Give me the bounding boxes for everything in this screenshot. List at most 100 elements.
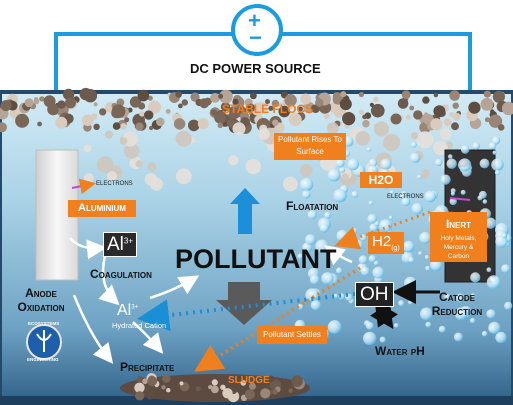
floc-particle <box>258 128 270 140</box>
pollutant-rises-box: Pollutant Rises To Surface <box>274 133 346 160</box>
gas-bubble <box>307 210 317 220</box>
gas-bubble <box>494 170 500 176</box>
al3-charge: 3+ <box>123 236 134 246</box>
floc-particle <box>443 118 452 126</box>
gas-bubble <box>424 255 430 260</box>
al3-symbol: Al <box>107 234 124 255</box>
gas-bubble <box>300 178 314 192</box>
gas-bubble <box>360 266 370 276</box>
floc-particle <box>422 96 430 104</box>
gas-bubble <box>454 307 468 321</box>
floc-particle <box>120 123 127 130</box>
stable-flocs-label: STABLE FLOCS <box>222 102 314 116</box>
catode-reduction-label: Catode Reduction <box>431 290 483 318</box>
floc-particle <box>268 105 274 111</box>
floc-particle <box>83 144 92 153</box>
floc-particle <box>405 115 411 120</box>
h2-state: (g) <box>391 245 400 253</box>
floc-particle <box>135 122 144 131</box>
floc-particle <box>449 112 455 118</box>
sludge-particle <box>135 391 145 401</box>
floc-particle <box>362 119 370 128</box>
gas-bubble <box>456 293 465 303</box>
gas-bubble <box>310 300 321 311</box>
logo-bottom-text: ENGINEERING <box>27 357 59 362</box>
gas-bubble <box>470 272 481 283</box>
floc-particle <box>147 162 157 172</box>
gas-bubble <box>440 174 451 185</box>
gas-bubble <box>305 288 320 303</box>
h2-symbol: H2 <box>372 233 392 250</box>
floc-particle <box>362 114 367 120</box>
gas-bubble <box>453 332 463 342</box>
gas-bubble <box>302 190 311 199</box>
gas-bubble <box>460 145 470 154</box>
gas-bubble <box>491 158 504 172</box>
gas-bubble <box>495 331 507 344</box>
gas-bubble <box>358 255 368 265</box>
floc-particle <box>232 122 246 136</box>
floc-particle <box>138 102 146 110</box>
floc-particle <box>358 109 364 115</box>
floc-particle <box>199 98 210 109</box>
sludge-particle <box>211 379 218 386</box>
floc-particle <box>246 103 255 113</box>
gas-bubble <box>479 158 490 169</box>
downward-arrow-icon <box>216 282 272 325</box>
ecosystems-logo-icon <box>26 324 62 360</box>
floc-particle <box>123 143 140 159</box>
floc-particle <box>411 132 419 140</box>
gas-bubble <box>444 293 451 300</box>
gas-bubble <box>389 190 394 195</box>
floc-particle <box>413 110 423 120</box>
floc-particle <box>175 130 192 147</box>
floc-particle <box>416 131 434 149</box>
gas-bubble <box>501 264 510 273</box>
floc-particle <box>112 122 121 130</box>
sludge-particle <box>161 385 166 390</box>
sludge-particle <box>211 385 219 394</box>
electrons-left-label: ELECTRONS <box>96 181 133 187</box>
floc-particle <box>175 91 182 98</box>
floc-particle <box>323 113 330 120</box>
floc-particle <box>452 102 459 109</box>
floc-particle <box>265 99 270 105</box>
gas-bubble <box>305 234 316 245</box>
floc-particle <box>232 98 239 105</box>
floc-particle <box>210 93 220 103</box>
floc-particle <box>451 122 459 131</box>
gas-bubble <box>372 266 385 279</box>
h2o-box: H2O <box>360 172 402 188</box>
floc-particle <box>284 94 297 107</box>
gas-bubble <box>470 293 476 298</box>
sludge-particle <box>288 388 293 393</box>
floc-particle <box>24 98 34 108</box>
floc-particle <box>104 130 114 139</box>
minus-sign: − <box>249 25 262 50</box>
gas-bubble <box>365 322 374 330</box>
floc-particle <box>55 116 68 129</box>
gas-bubble <box>488 321 501 334</box>
floc-particle <box>250 92 257 100</box>
sludge-particle <box>146 392 154 400</box>
floc-particle <box>79 87 93 101</box>
pollutant-label: POLLUTANT <box>175 244 337 274</box>
floc-particle <box>401 90 411 100</box>
gas-bubble <box>367 213 378 224</box>
floc-particle <box>483 90 491 98</box>
floc-particle <box>430 118 443 131</box>
floc-particle <box>57 100 66 109</box>
floc-particle <box>218 93 224 99</box>
floc-particle <box>468 101 481 114</box>
floc-particle <box>120 137 128 145</box>
sludge-particle <box>220 384 226 390</box>
floc-particle <box>449 90 460 101</box>
gas-bubble <box>486 309 496 319</box>
gas-bubble <box>482 199 488 204</box>
floc-particle <box>165 109 171 114</box>
floc-particle <box>245 158 261 175</box>
floc-particle <box>298 106 303 112</box>
floc-particle <box>439 128 452 141</box>
gas-bubble <box>472 142 481 150</box>
